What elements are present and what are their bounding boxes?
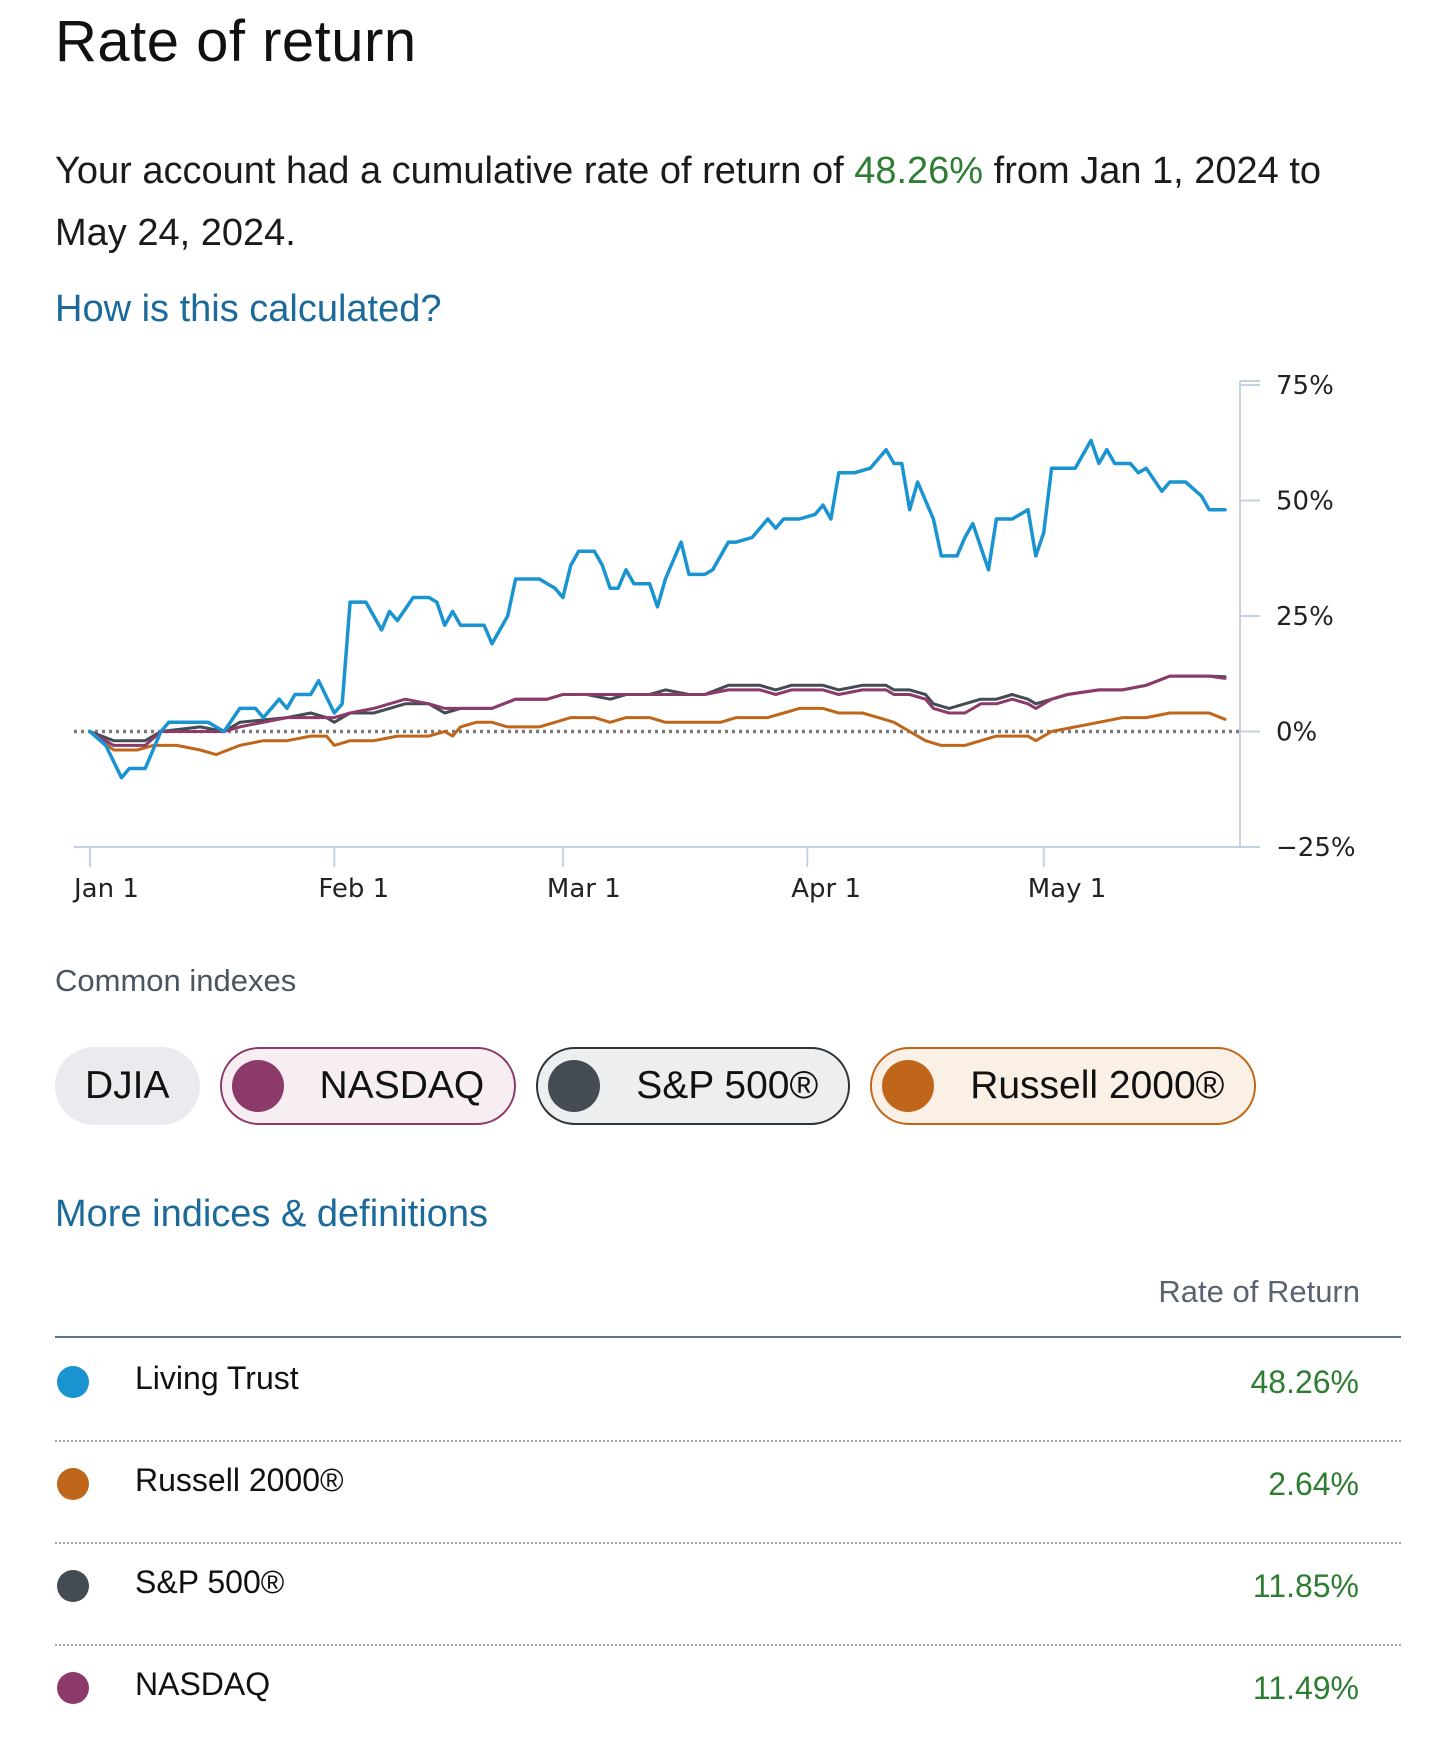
table-header-divider [55, 1336, 1401, 1338]
row-value: 48.26% [1250, 1364, 1359, 1400]
row-divider [55, 1440, 1401, 1442]
table-row-russell-2000: Russell 2000® 2.64% [55, 1442, 1401, 1544]
y-tick-label: 50% [1276, 487, 1334, 517]
chip-sp500[interactable]: S&P 500® [536, 1047, 851, 1125]
living-trust-color-dot-icon [57, 1366, 89, 1398]
table-row-living-trust: Living Trust 48.26% [55, 1340, 1401, 1442]
rate-of-return-column-header: Rate of Return [1158, 1274, 1360, 1309]
summary-prefix: Your account had a cumulative rate of re… [55, 150, 855, 192]
chip-label: DJIA [85, 1064, 170, 1107]
row-name: Russell 2000® [135, 1462, 344, 1498]
sp500-color-dot-icon [548, 1060, 601, 1112]
summary-suffix: from Jan 1, 2024 to May 24, 2024. [55, 150, 1322, 254]
y-tick-label: 75% [1276, 371, 1334, 401]
russell-color-dot-icon [882, 1060, 935, 1112]
chip-label: NASDAQ [319, 1064, 485, 1107]
table-row-nasdaq: NASDAQ 11.49% [55, 1646, 1401, 1748]
summary-percent: 48.26% [854, 150, 984, 192]
more-indices-link[interactable]: More indices & definitions [55, 1193, 488, 1235]
row-value: 11.49% [1252, 1670, 1359, 1706]
chip-nasdaq[interactable]: NASDAQ [219, 1047, 517, 1125]
nasdaq-color-dot-icon [57, 1672, 89, 1704]
page-title: Rate of return [55, 9, 417, 74]
rate-of-return-chart: 75% 50% 25% 0% −25% Jan 1 Feb 1 Mar 1 Apr 1 May 1 [72, 371, 1356, 904]
y-tick-label: 0% [1276, 718, 1317, 748]
chip-label: Russell 2000® [970, 1064, 1225, 1107]
row-name: Living Trust [135, 1360, 299, 1396]
sp500-color-dot-icon [57, 1570, 89, 1602]
x-tick-label: May 1 [1028, 874, 1107, 904]
x-tick-label: Feb 1 [318, 874, 389, 904]
series-line-nasdaq [88, 674, 1227, 747]
row-divider [55, 1644, 1401, 1646]
row-value: 11.85% [1252, 1568, 1359, 1604]
series-line-living-trust [88, 438, 1227, 780]
nasdaq-color-dot-icon [231, 1060, 284, 1112]
table-row-sp500: S&P 500® 11.85% [55, 1544, 1401, 1646]
x-tick-label: Jan 1 [72, 874, 139, 904]
chip-russell-2000[interactable]: Russell 2000® [870, 1047, 1257, 1125]
y-tick-label: −25% [1276, 833, 1356, 863]
row-name: NASDAQ [135, 1666, 271, 1702]
how-calculated-link[interactable]: How is this calculated? [55, 288, 442, 330]
row-name: S&P 500® [135, 1564, 285, 1600]
chip-label: S&P 500® [636, 1064, 819, 1107]
row-divider [55, 1542, 1401, 1544]
x-tick-label: Mar 1 [547, 874, 621, 904]
common-indexes-heading: Common indexes [55, 963, 297, 998]
return-summary: Your account had a cumulative rate of re… [55, 140, 1395, 264]
series-line-russell-2000 [88, 706, 1227, 757]
y-tick-label: 25% [1276, 602, 1334, 632]
index-chip-group: DJIA NASDAQ S&P 500® Russell 2000® [55, 1047, 1257, 1125]
chip-djia[interactable]: DJIA [55, 1047, 200, 1125]
x-tick-label: Apr 1 [791, 874, 861, 904]
row-value: 2.64% [1268, 1466, 1359, 1502]
russell-color-dot-icon [57, 1468, 89, 1500]
